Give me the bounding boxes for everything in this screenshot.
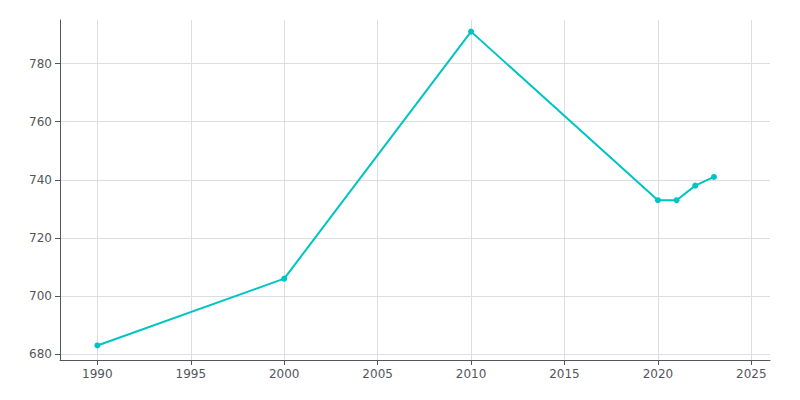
svg-text:2000: 2000 <box>269 367 300 381</box>
svg-text:2005: 2005 <box>362 367 393 381</box>
svg-text:760: 760 <box>29 115 52 129</box>
svg-text:700: 700 <box>29 289 52 303</box>
svg-text:740: 740 <box>29 173 52 187</box>
svg-text:680: 680 <box>29 347 52 361</box>
svg-text:2020: 2020 <box>643 367 674 381</box>
svg-text:1990: 1990 <box>82 367 113 381</box>
svg-text:2010: 2010 <box>456 367 487 381</box>
svg-text:2025: 2025 <box>736 367 767 381</box>
svg-text:780: 780 <box>29 57 52 71</box>
svg-text:2015: 2015 <box>549 367 580 381</box>
svg-text:720: 720 <box>29 231 52 245</box>
svg-text:1995: 1995 <box>176 367 207 381</box>
